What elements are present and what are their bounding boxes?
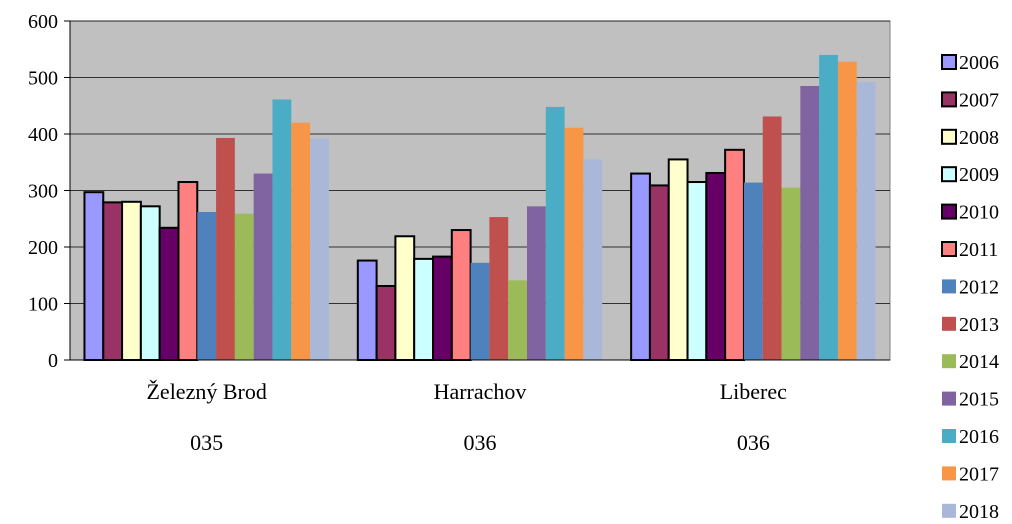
bar-2007-1 (102, 201, 124, 361)
bar-2018-2 (583, 159, 603, 360)
bar-2009-2 (413, 257, 435, 361)
legend-label: 2015 (959, 389, 999, 411)
bar-2012-1 (197, 211, 217, 360)
bar-2016-3 (819, 54, 838, 361)
bar-2015-2 (527, 206, 546, 360)
bar-2009-3 (686, 181, 708, 361)
bar-2015-3 (800, 85, 820, 360)
y-tick-label: 100 (28, 294, 58, 316)
bar-2007-2 (375, 284, 397, 361)
legend-swatch-2007 (941, 91, 957, 108)
bar-2013-1 (216, 137, 235, 360)
y-tick-label: 300 (28, 181, 58, 203)
bar-2014-3 (781, 187, 801, 360)
y-tick-label: 600 (28, 11, 58, 33)
bar-2008-1 (121, 200, 142, 361)
legend-swatch-2006 (941, 54, 957, 70)
legend-label: 2014 (959, 351, 999, 373)
bar-2018-1 (310, 138, 329, 360)
bar-2010-2 (432, 255, 453, 362)
legend-label: 2011 (959, 239, 998, 261)
bar-2006-2 (356, 259, 378, 361)
y-tick-label: 200 (28, 237, 58, 259)
legend-label: 2017 (959, 463, 999, 485)
bars (83, 54, 876, 362)
bar-2006-3 (630, 172, 651, 361)
bar-2006-1 (83, 191, 105, 361)
x-category-label: Železný Brod (146, 379, 266, 404)
bar-2008-2 (394, 235, 416, 361)
bar-2008-3 (667, 158, 689, 361)
bar-2011-3 (724, 148, 745, 361)
bar-2013-2 (489, 217, 509, 360)
legend-label: 2012 (959, 276, 999, 298)
legend-swatch-2017 (942, 466, 956, 481)
bar-2014-1 (234, 213, 254, 360)
bar-2009-1 (139, 205, 161, 361)
legend-label: 2006 (959, 52, 999, 74)
legend: 2006 2007 2008 2009 2010 2011 2012 2013 2014 2015… (941, 52, 999, 523)
bar-2015-1 (253, 173, 273, 360)
bar-2007-3 (648, 184, 670, 361)
y-axis-ticks: 0 100 200 300 400 500 600 (28, 11, 70, 372)
legend-swatch-2014 (942, 354, 956, 369)
bar-2012-3 (743, 182, 763, 360)
legend-swatch-2015 (942, 391, 956, 406)
bar-2011-1 (177, 181, 199, 361)
legend-label: 2010 (959, 202, 999, 224)
legend-label: 2009 (959, 164, 999, 186)
legend-label: 2008 (959, 127, 999, 149)
y-tick-label: 400 (28, 124, 58, 146)
y-tick-label: 0 (48, 350, 58, 372)
bar-2011-2 (450, 229, 472, 361)
bar-2010-1 (158, 226, 180, 361)
bar-2017-2 (564, 127, 584, 360)
bar-2016-2 (545, 106, 565, 360)
legend-label: 2016 (959, 426, 999, 448)
bar-2010-3 (705, 171, 727, 361)
y-tick-label: 500 (28, 68, 58, 90)
x-category-label: Harrachov (434, 379, 527, 404)
bar-2018-3 (856, 82, 876, 361)
x-category-label: Liberec (720, 379, 787, 404)
legend-swatch-2018 (942, 503, 956, 518)
legend-swatch-2016 (942, 429, 956, 443)
legend-label: 2007 (959, 89, 999, 111)
x-category-code: 036 (464, 430, 497, 455)
legend-label: 2013 (959, 314, 999, 336)
legend-swatch-2009 (941, 166, 957, 183)
x-axis-labels: Železný Brod 035 Harrachov 036 Liberec 036 (146, 379, 787, 455)
bar-2017-1 (291, 122, 311, 360)
legend-swatch-2011 (941, 241, 957, 257)
bar-2014-2 (508, 280, 527, 360)
legend-swatch-2010 (941, 203, 957, 220)
bar-2017-3 (837, 61, 857, 361)
bar-2012-2 (470, 262, 490, 360)
legend-swatch-2008 (941, 128, 957, 145)
x-category-code: 035 (190, 430, 223, 455)
legend-swatch-2012 (942, 279, 956, 294)
legend-label: 2018 (959, 501, 999, 523)
legend-swatch-2013 (942, 316, 956, 331)
x-category-code: 036 (737, 430, 770, 455)
bar-2016-1 (272, 99, 292, 360)
bar-2013-3 (762, 116, 782, 360)
